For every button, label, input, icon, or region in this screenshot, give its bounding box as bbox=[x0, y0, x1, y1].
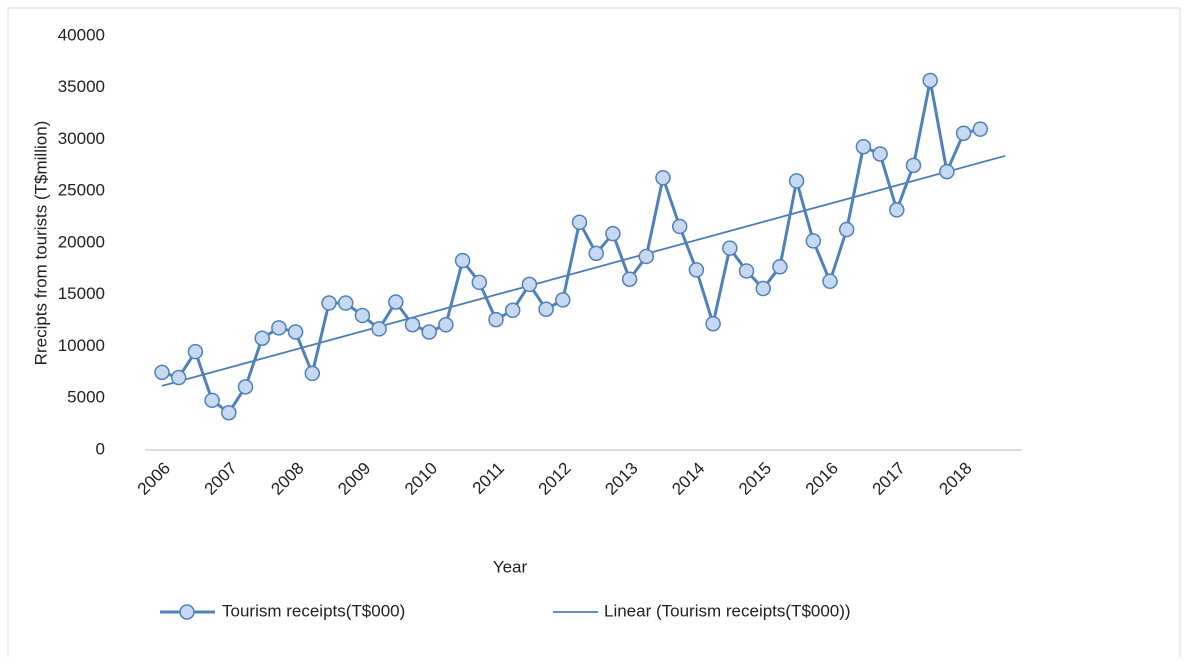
data-point bbox=[588, 245, 604, 262]
y-tick-label: 35000 bbox=[58, 77, 105, 96]
data-point bbox=[337, 295, 354, 311]
chart-border bbox=[7, 7, 1181, 659]
data-point bbox=[605, 225, 621, 242]
data-point bbox=[855, 138, 872, 155]
data-point bbox=[638, 248, 655, 265]
data-point bbox=[805, 233, 822, 249]
y-tick-label: 5000 bbox=[67, 388, 105, 407]
y-tick-label: 20000 bbox=[58, 232, 105, 251]
data-point bbox=[755, 280, 771, 297]
y-tick-label: 15000 bbox=[58, 284, 105, 303]
data-point bbox=[388, 294, 404, 310]
data-point bbox=[304, 365, 321, 382]
data-point bbox=[671, 218, 688, 235]
data-point bbox=[655, 170, 671, 186]
data-point bbox=[955, 125, 972, 142]
data-point bbox=[722, 240, 738, 256]
data-point bbox=[788, 173, 805, 189]
data-point bbox=[454, 252, 471, 269]
legend-label: Linear (Tourism receipts(T$000)) bbox=[604, 601, 851, 620]
data-point bbox=[321, 295, 337, 311]
data-point bbox=[254, 330, 270, 346]
legend-label: Tourism receipts(T$000) bbox=[222, 601, 405, 620]
data-point bbox=[204, 392, 220, 409]
y-tick-label: 30000 bbox=[58, 129, 105, 148]
y-tick-label: 0 bbox=[96, 439, 105, 458]
data-point bbox=[705, 315, 721, 332]
y-tick-label: 25000 bbox=[58, 181, 105, 200]
data-point bbox=[221, 404, 237, 421]
data-point bbox=[371, 321, 387, 337]
legend-marker bbox=[179, 604, 195, 620]
data-point bbox=[555, 292, 571, 308]
data-point bbox=[922, 72, 938, 89]
data-point bbox=[972, 121, 989, 137]
data-point bbox=[889, 202, 905, 218]
data-point bbox=[187, 343, 204, 360]
data-point bbox=[571, 214, 588, 231]
data-point bbox=[154, 364, 170, 381]
data-point bbox=[504, 302, 521, 319]
data-point bbox=[354, 307, 371, 324]
data-point bbox=[471, 274, 488, 291]
y-tick-label: 10000 bbox=[58, 336, 105, 355]
data-point bbox=[538, 301, 554, 317]
data-point bbox=[170, 369, 187, 386]
data-point bbox=[271, 320, 287, 336]
data-point bbox=[438, 317, 454, 333]
data-point bbox=[905, 157, 922, 174]
data-point bbox=[738, 263, 755, 279]
data-point bbox=[838, 221, 855, 238]
y-tick-label: 40000 bbox=[58, 25, 105, 44]
data-point bbox=[237, 379, 254, 395]
data-point bbox=[621, 271, 638, 287]
data-point bbox=[939, 163, 955, 180]
y-axis-title: Rrecipts from tourists (T$million) bbox=[31, 121, 50, 366]
data-point bbox=[688, 262, 705, 278]
data-point bbox=[521, 276, 538, 293]
data-point bbox=[404, 317, 421, 333]
data-point bbox=[822, 273, 838, 290]
data-point bbox=[421, 324, 437, 340]
data-point bbox=[872, 146, 888, 162]
x-axis-title: Year bbox=[493, 557, 528, 576]
data-point bbox=[772, 259, 788, 275]
data-point bbox=[488, 311, 504, 328]
data-point bbox=[287, 324, 304, 340]
